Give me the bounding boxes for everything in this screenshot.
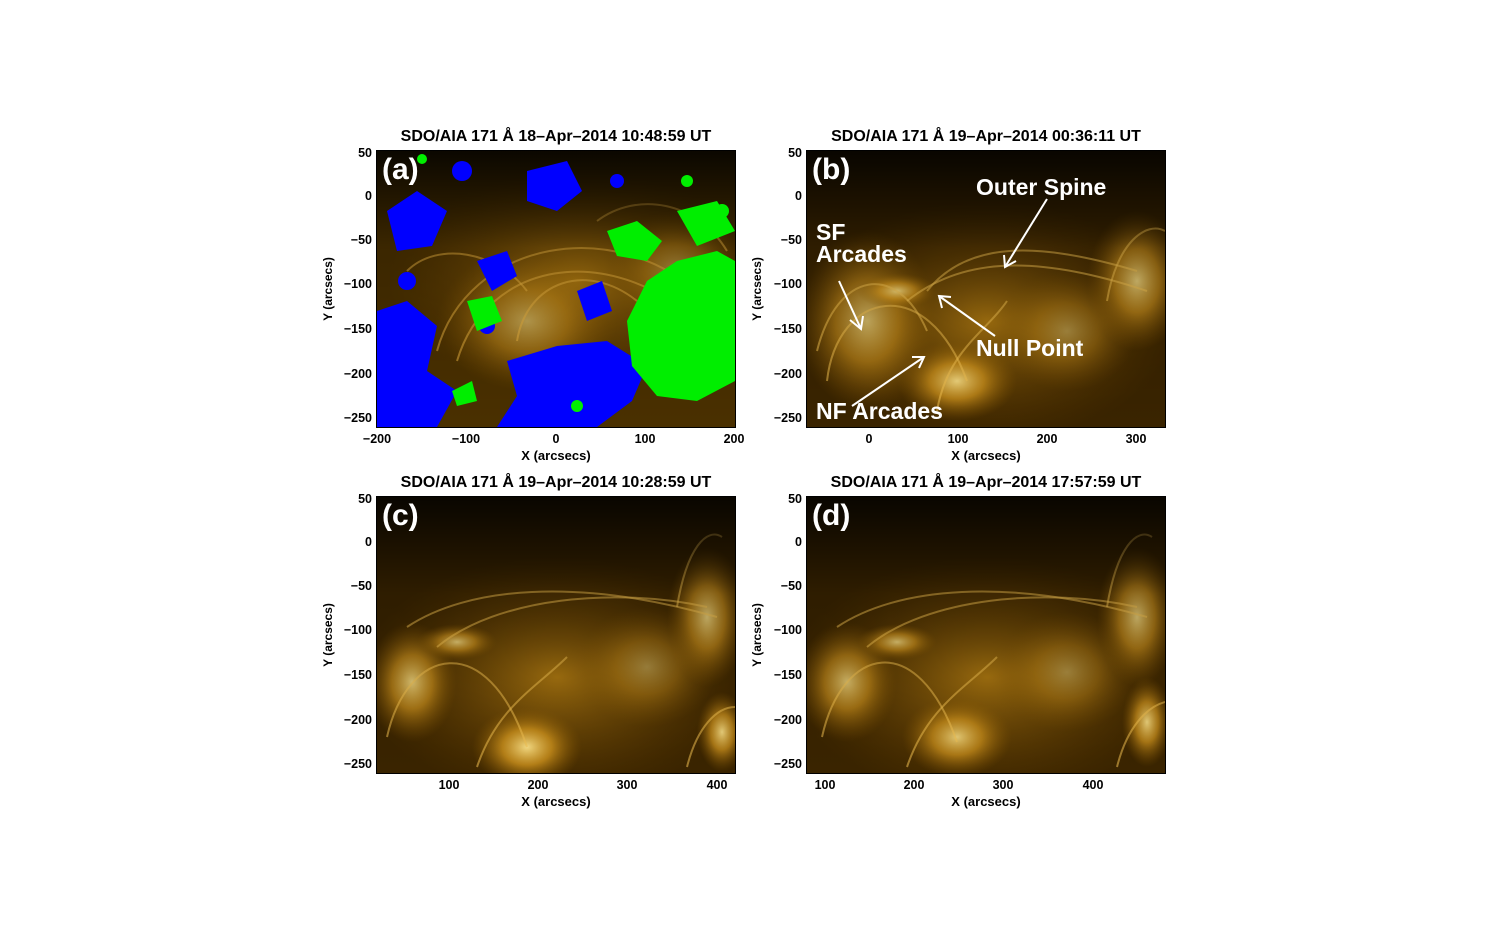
y-tick: −100 [343,623,372,637]
y-tick: 50 [358,492,372,506]
y-tick: 50 [788,492,802,506]
y-tick: 0 [365,189,372,203]
panel-title: SDO/AIA 171 Å 19–Apr–2014 17:57:59 UT [830,474,1142,491]
y-tick: −250 [343,757,372,771]
y-tick: −200 [773,367,802,381]
x-tick: 0 [552,432,560,446]
x-tick: 300 [1125,432,1147,446]
annotation-sf-arcades: SF [816,219,846,245]
x-tick: 200 [1036,432,1058,446]
x-tick: 400 [706,778,728,792]
y-tick: −200 [343,367,372,381]
panel-label: (b) [812,153,851,186]
x-tick: 100 [947,432,969,446]
panel-label: (a) [382,153,419,186]
x-tick: 300 [616,778,638,792]
x-tick: 0 [865,432,873,446]
y-tick: −50 [780,579,802,593]
y-tick: −150 [773,322,802,336]
annotation-null-point: Null Point [976,335,1084,361]
y-tick: 50 [358,146,372,160]
y-tick: −250 [773,411,802,425]
panel-label: (d) [812,499,851,532]
annotation-sf-arcades: Arcades [816,241,907,267]
x-tick: −100 [451,432,481,446]
x-tick: 100 [814,778,836,792]
y-axis-label: Y (arcsecs) [750,603,764,667]
x-tick: 400 [1082,778,1104,792]
y-axis-label: Y (arcsecs) [750,257,764,321]
y-tick: −150 [343,322,372,336]
aia-image [376,496,736,774]
aia-image [376,150,736,428]
annotation-nf-arcades: NF Arcades [816,398,943,424]
y-tick: 50 [788,146,802,160]
y-tick: −250 [773,757,802,771]
y-tick: −150 [343,668,372,682]
y-tick: −100 [773,623,802,637]
y-tick: −200 [773,713,802,727]
y-tick: 0 [795,189,802,203]
x-axis-label: X (arcsecs) [951,448,1021,463]
y-axis-label: Y (arcsecs) [321,603,335,667]
y-tick: −100 [343,277,372,291]
y-tick: −50 [780,233,802,247]
y-tick: −150 [773,668,802,682]
panel-title: SDO/AIA 171 Å 18–Apr–2014 10:48:59 UT [400,128,712,145]
x-tick: 200 [527,778,549,792]
x-axis-label: X (arcsecs) [951,794,1021,809]
y-tick: −50 [350,579,372,593]
x-tick: 100 [634,432,656,446]
y-tick: −50 [350,233,372,247]
aia-image [806,496,1166,774]
panel-title: SDO/AIA 171 Å 19–Apr–2014 10:28:59 UT [400,474,712,491]
aia-image [806,150,1166,428]
y-tick: 0 [795,535,802,549]
panel-title: SDO/AIA 171 Å 19–Apr–2014 00:36:11 UT [831,128,1141,145]
y-tick: −100 [773,277,802,291]
x-axis-label: X (arcsecs) [521,794,591,809]
y-tick: −200 [343,713,372,727]
x-tick: 300 [992,778,1014,792]
x-tick: 200 [723,432,745,446]
annotation-outer-spine: Outer Spine [976,174,1107,200]
x-tick: 100 [438,778,460,792]
y-tick: −250 [343,411,372,425]
x-tick: 200 [903,778,925,792]
x-axis-label: X (arcsecs) [521,448,591,463]
y-tick: 0 [365,535,372,549]
panel-label: (c) [382,499,419,532]
y-axis-label: Y (arcsecs) [321,257,335,321]
x-tick: −200 [362,432,392,446]
